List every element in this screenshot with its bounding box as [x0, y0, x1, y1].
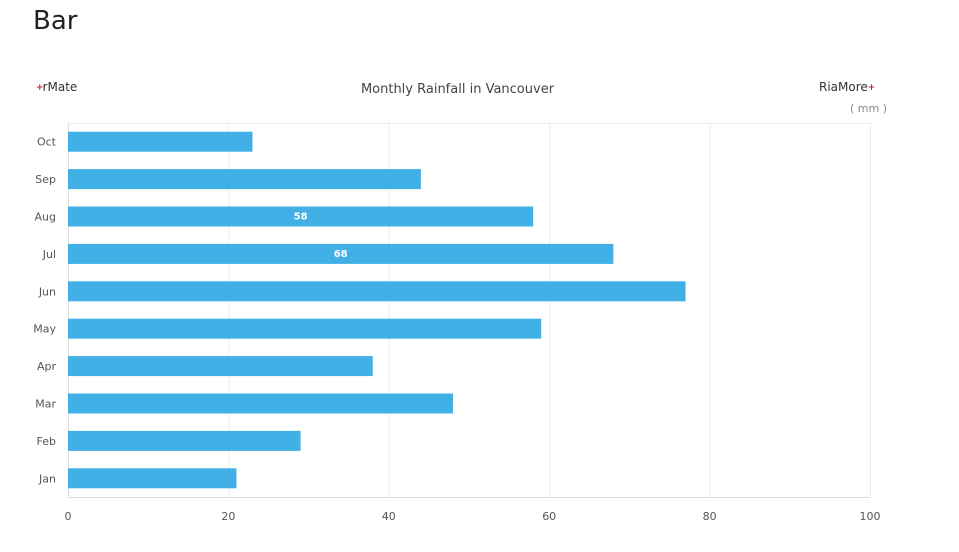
bar-aug [68, 206, 534, 227]
y-tick-label: Mar [35, 398, 56, 411]
bars [68, 131, 686, 489]
unit-label: ( mm ) [850, 102, 888, 115]
y-tick-label: Feb [37, 435, 56, 448]
riamore-logo-text: RiaMore [819, 80, 868, 94]
rmate-logo: +rMate [36, 80, 77, 94]
bar-apr [68, 356, 373, 377]
x-tick-label: 60 [542, 510, 556, 523]
bar-feb [68, 430, 301, 451]
plus-icon: + [36, 83, 43, 93]
chart-title: Monthly Rainfall in Vancouver [360, 82, 555, 97]
bar-sep [68, 169, 421, 190]
y-tick-label: Jan [38, 472, 56, 485]
data-labels: 58 68 [294, 212, 348, 260]
x-tick-label: 80 [703, 510, 717, 523]
bar-mar [68, 393, 453, 414]
x-tick-label: 40 [382, 510, 396, 523]
data-label-jul: 68 [334, 249, 348, 260]
x-tick-label: 0 [65, 510, 72, 523]
x-tick-label: 20 [221, 510, 235, 523]
page-title: Bar [33, 6, 78, 36]
data-label-aug: 58 [294, 212, 308, 223]
y-axis: Oct Sep Aug Jul Jun May Apr Mar Feb Jan [33, 136, 56, 486]
y-tick-label: Apr [37, 360, 57, 373]
y-tick-label: Sep [35, 173, 56, 186]
x-tick-label: 100 [860, 510, 881, 523]
bar-jun [68, 281, 686, 302]
bar-jan [68, 468, 237, 489]
rmate-logo-text: rMate [42, 80, 78, 94]
y-tick-label: Jun [38, 285, 56, 298]
bar-jul [68, 243, 614, 264]
y-tick-label: Aug [35, 211, 56, 224]
x-axis: 0 20 40 60 80 100 [65, 510, 881, 523]
riamore-logo: RiaMore+ [819, 80, 875, 94]
bar-may [68, 318, 542, 339]
bar-oct [68, 131, 253, 152]
y-tick-label: Jul [42, 248, 56, 261]
y-tick-label: Oct [37, 136, 57, 149]
y-tick-label: May [33, 323, 56, 336]
plus-icon: + [867, 83, 875, 93]
